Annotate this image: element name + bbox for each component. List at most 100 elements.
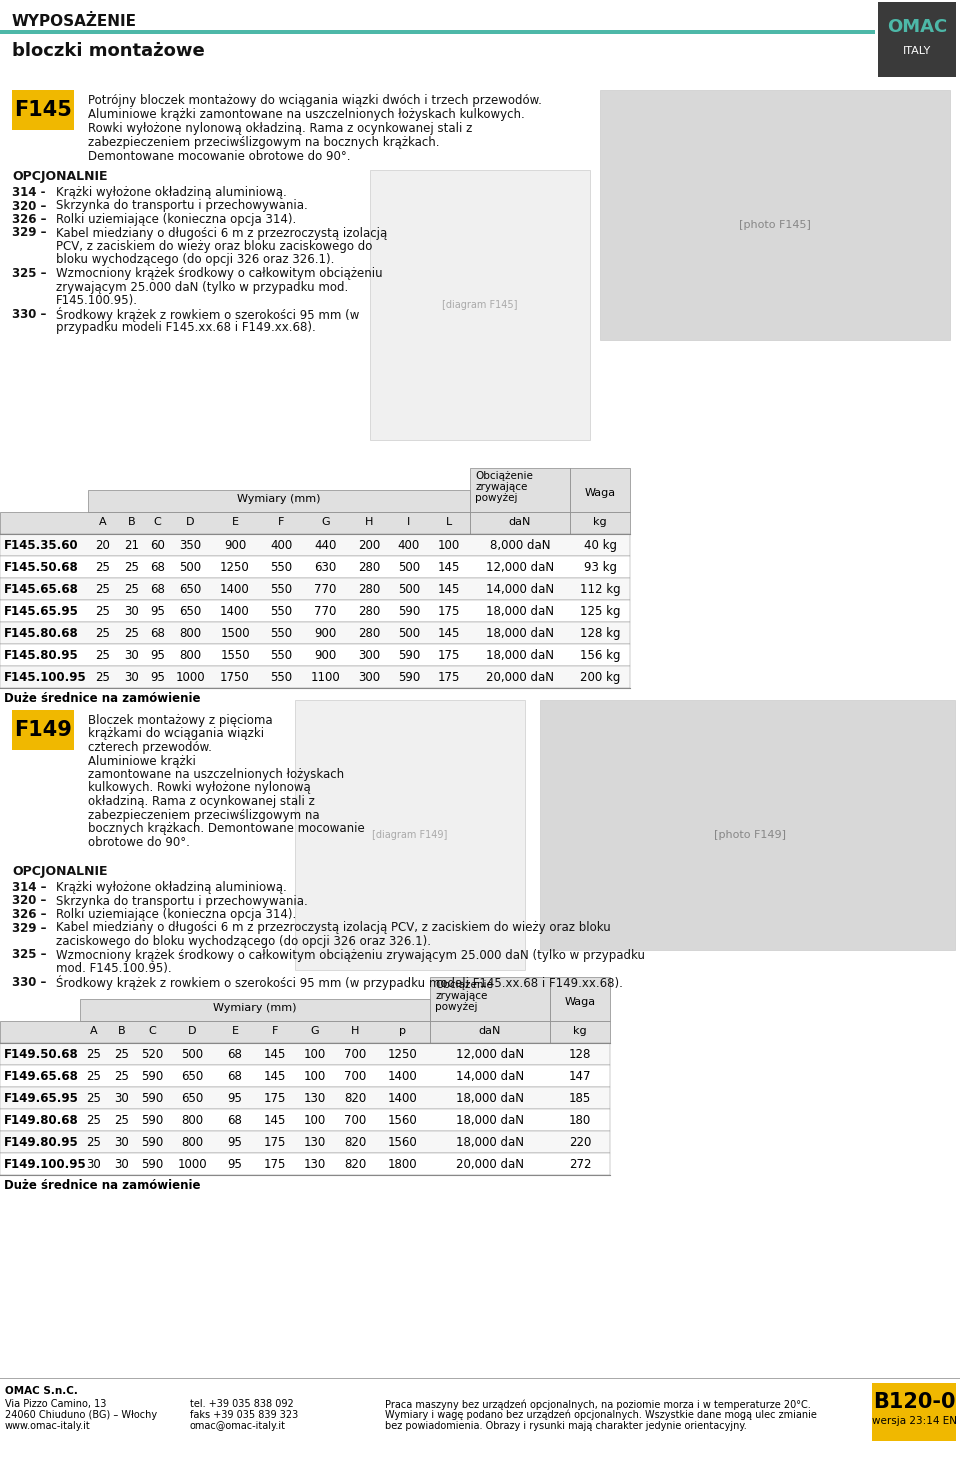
- Text: 500: 500: [398, 627, 420, 640]
- Text: zabezpieczeniem przeciwślizgowym na bocznych krążkach.: zabezpieczeniem przeciwślizgowym na bocz…: [88, 137, 440, 148]
- Text: 630: 630: [314, 561, 337, 574]
- Text: ITALY: ITALY: [902, 46, 931, 56]
- Text: 130: 130: [304, 1092, 326, 1105]
- Text: Środkowy krążek z rowkiem o szerokości 95 mm (w przypadku modeli F145.xx.68 i F1: Środkowy krążek z rowkiem o szerokości 9…: [56, 976, 623, 991]
- Text: 25: 25: [96, 583, 110, 596]
- Text: Duże średnice na zamówienie: Duże średnice na zamówienie: [4, 1179, 201, 1192]
- Text: 25: 25: [124, 583, 139, 596]
- Text: 820: 820: [344, 1158, 366, 1171]
- Text: daN: daN: [509, 517, 531, 527]
- Text: Obciążenie: Obciążenie: [475, 471, 533, 482]
- Bar: [12, 711, 74, 750]
- Text: Aluminiowe krążki: Aluminiowe krążki: [88, 755, 196, 768]
- Text: 1000: 1000: [175, 671, 204, 684]
- Text: 272: 272: [568, 1158, 591, 1171]
- Text: F145.65.95: F145.65.95: [4, 605, 79, 618]
- Bar: [80, 1000, 430, 1022]
- Text: 25: 25: [86, 1048, 102, 1061]
- Text: 147: 147: [568, 1070, 591, 1083]
- Text: B: B: [128, 517, 135, 527]
- Text: H: H: [365, 517, 373, 527]
- Text: F149: F149: [14, 719, 72, 740]
- Text: 30: 30: [124, 649, 139, 662]
- Text: 130: 130: [304, 1136, 326, 1149]
- Text: 1100: 1100: [311, 671, 341, 684]
- Text: 95: 95: [150, 605, 165, 618]
- Text: 25: 25: [96, 671, 110, 684]
- Text: OMAC S.n.C.: OMAC S.n.C.: [5, 1386, 78, 1396]
- Text: zabezpieczeniem przeciwślizgowym na: zabezpieczeniem przeciwślizgowym na: [88, 809, 320, 822]
- Text: 770: 770: [314, 583, 337, 596]
- Text: 800: 800: [181, 1136, 204, 1149]
- Bar: [430, 978, 550, 1022]
- Text: 1400: 1400: [388, 1070, 418, 1083]
- Text: 68: 68: [228, 1048, 243, 1061]
- Text: bocznych krążkach. Demontowane mocowanie: bocznych krążkach. Demontowane mocowanie: [88, 822, 365, 835]
- Text: Wymiary i wagę podano bez urządzeń opcjonalnych. Wszystkie dane mogą ulec zmiani: Wymiary i wagę podano bez urządzeń opcjo…: [385, 1409, 817, 1421]
- Text: 128 kg: 128 kg: [580, 627, 620, 640]
- Text: Obciążenie: Obciążenie: [435, 981, 492, 989]
- Text: F145.50.68: F145.50.68: [4, 561, 79, 574]
- Text: 590: 590: [397, 671, 420, 684]
- Text: 25: 25: [86, 1136, 102, 1149]
- Text: 30: 30: [114, 1136, 129, 1149]
- Text: kulkowych. Rowki wyłożone nylonową: kulkowych. Rowki wyłożone nylonową: [88, 781, 311, 794]
- Text: F149.100.95: F149.100.95: [4, 1158, 86, 1171]
- Text: 95: 95: [228, 1158, 243, 1171]
- Bar: [540, 700, 955, 950]
- Text: 280: 280: [358, 605, 380, 618]
- Text: 30: 30: [124, 605, 139, 618]
- Text: 100: 100: [304, 1114, 326, 1127]
- Text: daN: daN: [479, 1026, 501, 1036]
- Text: 1000: 1000: [178, 1158, 207, 1171]
- Text: Kabel miedziany o długości 6 m z przezroczystą izolacją: Kabel miedziany o długości 6 m z przezro…: [56, 226, 387, 239]
- Text: WYPOSAŻENIE: WYPOSAŻENIE: [12, 15, 137, 29]
- Text: OPCJONALNIE: OPCJONALNIE: [12, 865, 108, 878]
- Text: F145.65.68: F145.65.68: [4, 583, 79, 596]
- Text: PCV, z zaciskiem do wieży oraz bloku zaciskowego do: PCV, z zaciskiem do wieży oraz bloku zac…: [56, 239, 372, 252]
- Text: Skrzynka do transportu i przechowywania.: Skrzynka do transportu i przechowywania.: [56, 200, 308, 213]
- Text: p: p: [399, 1026, 406, 1036]
- Bar: [570, 512, 630, 534]
- Text: 1250: 1250: [388, 1048, 418, 1061]
- Bar: [0, 1086, 610, 1108]
- Text: F: F: [272, 1026, 278, 1036]
- Bar: [0, 600, 630, 622]
- Text: omac@omac-italy.it: omac@omac-italy.it: [190, 1421, 286, 1431]
- Text: zrywającym 25.000 daN (tylko w przypadku mod.: zrywającym 25.000 daN (tylko w przypadku…: [56, 280, 348, 294]
- Text: Kabel miedziany o długości 6 m z przezroczystą izolacją PCV, z zaciskiem do wież: Kabel miedziany o długości 6 m z przezro…: [56, 922, 611, 935]
- Text: zaciskowego do bloku wychodzącego (do opcji 326 oraz 326.1).: zaciskowego do bloku wychodzącego (do op…: [56, 935, 431, 948]
- Text: 550: 550: [271, 583, 293, 596]
- Text: 25: 25: [114, 1070, 129, 1083]
- Text: 200 kg: 200 kg: [580, 671, 620, 684]
- Text: 14,000 daN: 14,000 daN: [456, 1070, 524, 1083]
- Text: 900: 900: [314, 649, 337, 662]
- Text: Wzmocniony krążek środkowy o całkowitym obciążeniu: Wzmocniony krążek środkowy o całkowitym …: [56, 267, 383, 280]
- Bar: [0, 578, 630, 600]
- Text: 550: 550: [271, 605, 293, 618]
- Text: 280: 280: [358, 561, 380, 574]
- Text: 20,000 daN: 20,000 daN: [456, 1158, 524, 1171]
- Text: B: B: [118, 1026, 126, 1036]
- Bar: [600, 90, 950, 341]
- Bar: [470, 512, 570, 534]
- Text: 700: 700: [344, 1048, 366, 1061]
- Text: A: A: [90, 1026, 98, 1036]
- Text: 175: 175: [438, 649, 460, 662]
- Text: 25: 25: [86, 1114, 102, 1127]
- Text: 1400: 1400: [220, 583, 250, 596]
- Bar: [0, 644, 630, 666]
- Text: 1500: 1500: [220, 627, 250, 640]
- Text: 100: 100: [304, 1070, 326, 1083]
- Text: 320 –: 320 –: [12, 894, 46, 907]
- Text: [diagram F145]: [diagram F145]: [443, 299, 517, 310]
- Text: 329 –: 329 –: [12, 226, 46, 239]
- Text: zamontowane na uszczelnionych łożyskach: zamontowane na uszczelnionych łożyskach: [88, 768, 344, 781]
- Bar: [0, 1042, 610, 1064]
- Text: OPCJONALNIE: OPCJONALNIE: [12, 170, 108, 184]
- Text: zrywające: zrywające: [475, 482, 527, 492]
- Text: 550: 550: [271, 671, 293, 684]
- Text: Skrzynka do transportu i przechowywania.: Skrzynka do transportu i przechowywania.: [56, 894, 308, 907]
- Text: Praca maszyny bez urządzeń opcjonalnych, na poziomie morza i w temperaturze 20°C: Praca maszyny bez urządzeń opcjonalnych,…: [385, 1399, 811, 1409]
- Text: 25: 25: [114, 1114, 129, 1127]
